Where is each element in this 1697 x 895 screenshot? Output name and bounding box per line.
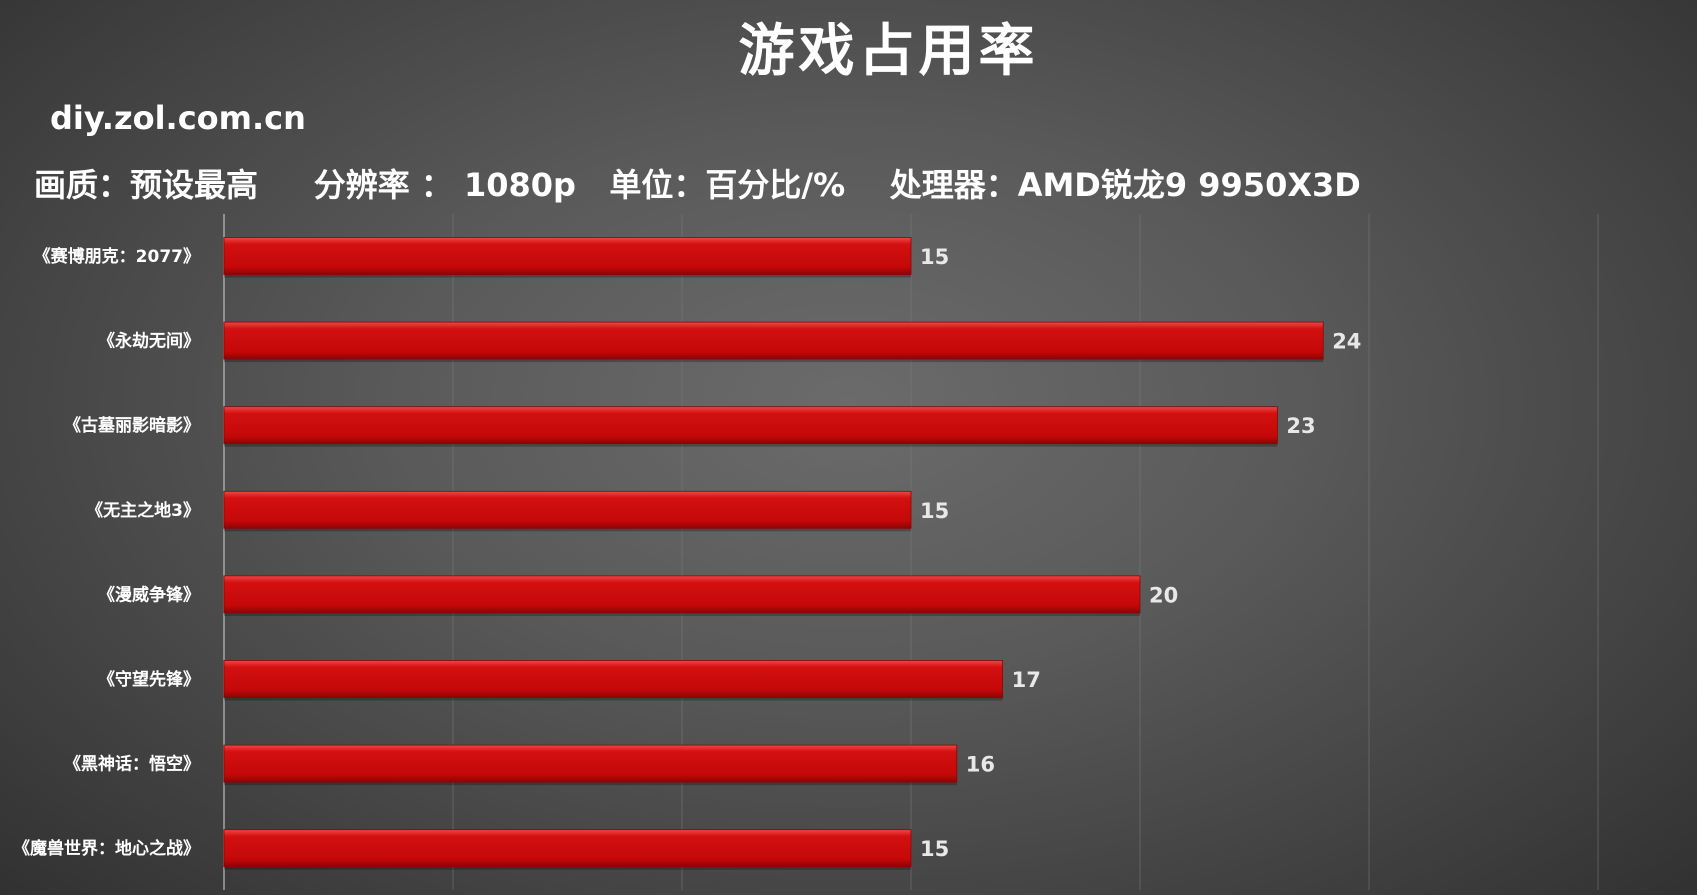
category-label: 《黑神话：悟空》 [64,754,200,775]
value-label: 15 [920,245,949,269]
bar [223,406,1278,445]
category-label: 《永劫无间》 [98,331,200,352]
bar [223,660,1003,698]
watermark-text: diy.zol.com.cn [50,99,306,137]
category-label: 《守望先锋》 [98,669,200,690]
bar [223,490,912,529]
value-label: 15 [920,837,949,861]
value-label: 17 [1012,668,1041,692]
chart-title: 游戏占用率 [738,19,1039,84]
bar [223,744,958,783]
category-label: 《古墓丽影暗影》 [64,415,200,436]
grid-lines [223,214,1599,890]
bar [223,237,912,275]
bar [223,321,1324,360]
value-label: 20 [1149,583,1178,607]
value-label: 23 [1286,414,1315,438]
labels: 《赛博朋克：2077》 15 《永劫无间》 24 《古墓丽影暗影》 23 《无主之地3》 15… [13,245,1361,861]
category-label: 《赛博朋克：2077》 [34,246,200,267]
bar [223,829,912,868]
bar [223,575,1141,614]
category-label: 《漫威争锋》 [98,584,200,605]
category-label: 《魔兽世界：地心之战》 [13,838,200,859]
category-label: 《无主之地3》 [86,500,200,521]
value-label: 15 [920,499,949,523]
chart-subtitle: 画质：预设最高 分辨率 ： 1080p 单位：百分比/% 处理器：AMD锐龙9 … [34,166,1361,204]
value-label: 16 [966,753,995,777]
bars [223,237,1324,870]
value-label: 24 [1332,330,1361,354]
